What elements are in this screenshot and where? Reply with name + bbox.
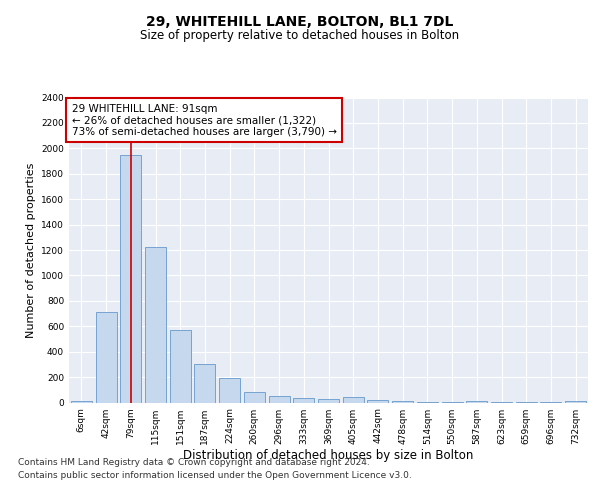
Bar [145, 248, 166, 402]
Y-axis label: Number of detached properties: Number of detached properties [26, 162, 35, 338]
X-axis label: Distribution of detached houses by size in Bolton: Distribution of detached houses by size … [184, 450, 473, 462]
Bar [71, 400, 92, 402]
Bar [565, 401, 586, 402]
Bar [343, 397, 364, 402]
Bar [219, 378, 240, 402]
Bar [466, 401, 487, 402]
Bar [194, 364, 215, 403]
Text: Contains HM Land Registry data © Crown copyright and database right 2024.: Contains HM Land Registry data © Crown c… [18, 458, 370, 467]
Bar [244, 392, 265, 402]
Bar [367, 400, 388, 402]
Bar [318, 399, 339, 402]
Bar [392, 401, 413, 402]
Bar [95, 312, 116, 402]
Bar [269, 396, 290, 402]
Bar [293, 398, 314, 402]
Text: Contains public sector information licensed under the Open Government Licence v3: Contains public sector information licen… [18, 472, 412, 480]
Bar [170, 330, 191, 402]
Bar [120, 154, 141, 402]
Text: Size of property relative to detached houses in Bolton: Size of property relative to detached ho… [140, 28, 460, 42]
Text: 29 WHITEHILL LANE: 91sqm
← 26% of detached houses are smaller (1,322)
73% of sem: 29 WHITEHILL LANE: 91sqm ← 26% of detach… [71, 104, 337, 137]
Text: 29, WHITEHILL LANE, BOLTON, BL1 7DL: 29, WHITEHILL LANE, BOLTON, BL1 7DL [146, 16, 454, 30]
